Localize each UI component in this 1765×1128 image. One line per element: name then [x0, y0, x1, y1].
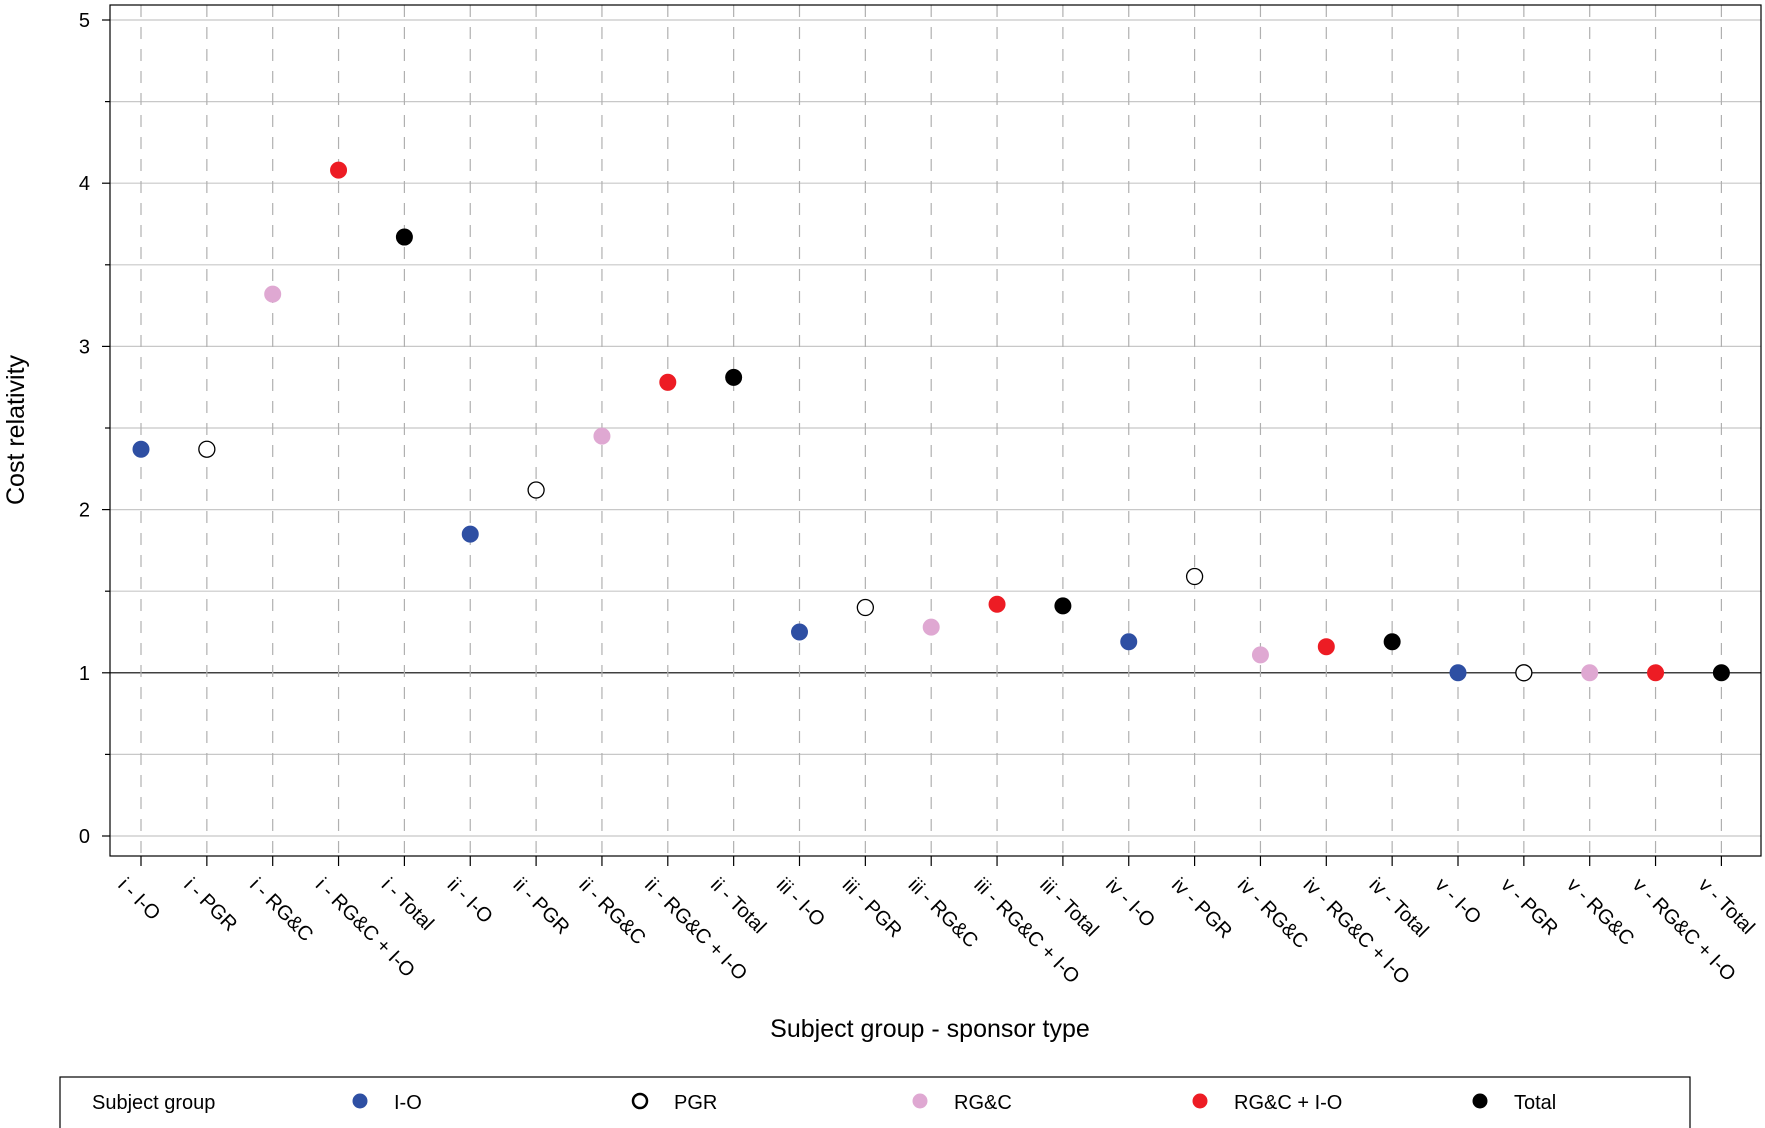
x-tick-label: v - Total — [1694, 874, 1759, 939]
data-point — [330, 161, 348, 179]
plot-area — [109, 4, 1762, 857]
data-point — [1120, 633, 1138, 651]
legend-box — [59, 1076, 1691, 1128]
data-point — [527, 481, 545, 499]
x-axis-title: Subject group - sponsor type — [770, 1015, 1090, 1043]
data-point — [1054, 597, 1072, 615]
x-tick-label: ii - PGR — [509, 874, 574, 939]
data-point — [988, 595, 1006, 613]
x-tick-label: i - I-O — [113, 874, 164, 925]
data-point — [264, 285, 282, 303]
data-point — [1647, 664, 1665, 682]
data-point — [593, 427, 611, 445]
data-point — [461, 525, 479, 543]
data-point — [725, 368, 743, 386]
legend-marker — [1472, 1093, 1488, 1109]
data-point — [856, 598, 874, 617]
data-point — [659, 373, 677, 391]
legend-marker — [352, 1093, 368, 1109]
data-point — [1515, 664, 1533, 682]
x-tick-label: ii - Total — [706, 874, 770, 938]
x-axis: i - I-O i - PGR i - RG&Ci - RG&C + I-Oi - … — [113, 856, 1759, 989]
y-tick-label: 5 — [79, 10, 90, 32]
x-tick-label: v - PGR — [1496, 874, 1562, 940]
y-axis: 0 1 2 3 4 5 — [79, 10, 110, 848]
legend-marker — [631, 1092, 649, 1110]
legend-label: RG&C + I-O — [1234, 1092, 1342, 1114]
x-tick-label: iv - Total — [1365, 874, 1433, 942]
data-point — [1317, 638, 1335, 656]
data-point — [1712, 664, 1730, 682]
x-tick-label: ii - I-O — [443, 874, 497, 928]
y-tick-label: 1 — [79, 663, 90, 685]
data-point — [395, 228, 413, 246]
x-tick-label: iii - RG&C — [904, 874, 982, 952]
data-point — [198, 440, 216, 458]
legend-label: Total — [1514, 1092, 1556, 1114]
legend-label: PGR — [674, 1092, 717, 1114]
x-tick-label: iv - RG&C — [1233, 874, 1312, 953]
data-point — [1449, 664, 1467, 682]
legend-label: I-O — [394, 1092, 422, 1114]
x-tick-label: i - Total — [377, 874, 438, 935]
legend: Subject group I-O PGR RG&C RG&C + I-O Total — [59, 1076, 1691, 1128]
y-tick-label: 3 — [79, 336, 90, 358]
grid — [110, 5, 1761, 856]
y-tick-label: 2 — [79, 500, 90, 522]
x-tick-label: iii - Total — [1035, 874, 1102, 941]
x-tick-label: ii - RG&C — [574, 874, 649, 949]
data-point — [791, 623, 808, 641]
legend-title: Subject group — [92, 1092, 215, 1114]
x-tick-label: i - RG&C — [245, 874, 317, 946]
data-point — [1581, 664, 1599, 682]
data-point — [132, 440, 150, 458]
legend-marker — [912, 1093, 928, 1109]
data-point — [1251, 646, 1269, 664]
legend-marker — [1192, 1093, 1208, 1109]
data-point — [1383, 633, 1401, 651]
x-tick-label: i - PGR — [179, 874, 241, 936]
x-tick-label: iv - PGR — [1167, 874, 1236, 943]
y-tick-label: 0 — [79, 826, 90, 848]
data-points — [132, 161, 1730, 682]
data-point — [1185, 567, 1204, 586]
x-tick-label: v - RG&C — [1562, 874, 1638, 950]
x-tick-label: iv - I-O — [1101, 874, 1159, 932]
y-axis-title: Cost relativity — [2, 354, 30, 505]
y-tick-label: 4 — [79, 173, 90, 195]
x-tick-label: iii - PGR — [838, 874, 906, 942]
data-point — [922, 618, 940, 636]
legend-label: RG&C — [954, 1092, 1012, 1114]
x-tick-label: v - I-O — [1430, 874, 1485, 929]
x-tick-label: iii - I-O — [772, 874, 829, 931]
